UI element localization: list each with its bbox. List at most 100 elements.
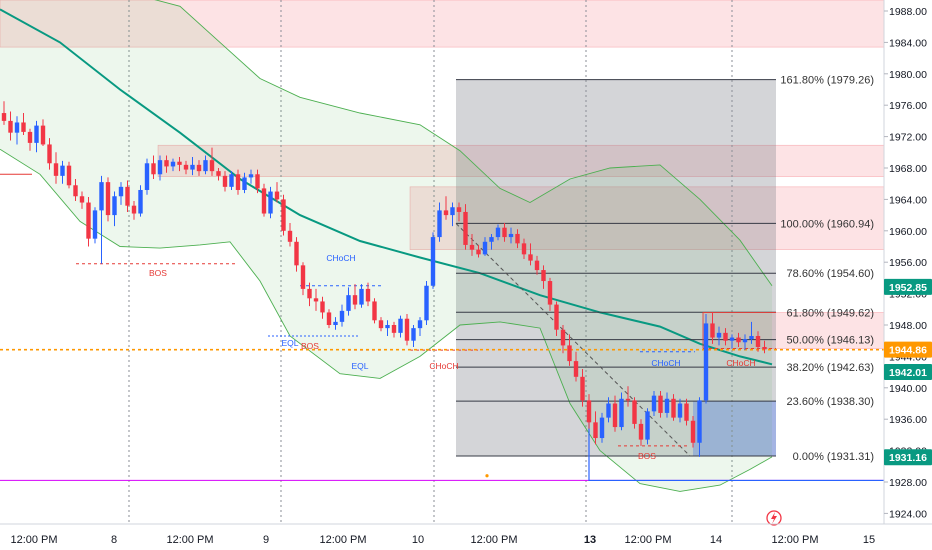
candle-body bbox=[359, 288, 364, 305]
price-tick-label: 1940.00 bbox=[889, 383, 927, 395]
candle-body bbox=[690, 420, 696, 443]
candle-body bbox=[73, 185, 78, 197]
candle-body bbox=[606, 403, 611, 418]
candle-body bbox=[27, 131, 33, 143]
candle-body bbox=[424, 285, 429, 321]
candle-body bbox=[66, 165, 72, 186]
candle-body bbox=[508, 233, 514, 238]
candle-body bbox=[463, 211, 468, 245]
price-tick-label: 1928.00 bbox=[889, 477, 927, 489]
candle-body bbox=[664, 398, 670, 413]
lightning-icon bbox=[771, 512, 777, 524]
candle-body bbox=[567, 345, 572, 362]
candle-body bbox=[346, 295, 351, 311]
candle-body bbox=[261, 188, 267, 214]
candle-body bbox=[560, 329, 566, 346]
time-tick-label: 12:00 PM bbox=[10, 534, 57, 546]
fib-level-label: 38.20% (1942.63) bbox=[787, 362, 874, 374]
candle-body bbox=[651, 395, 657, 412]
candle-body bbox=[287, 230, 293, 242]
candle-body bbox=[8, 120, 13, 133]
candle-body bbox=[528, 254, 533, 261]
candle-body bbox=[229, 174, 234, 187]
candle-body bbox=[586, 400, 592, 423]
candle-body bbox=[333, 321, 338, 325]
structure-label: CHoCH bbox=[651, 358, 680, 368]
candle-body bbox=[697, 400, 702, 443]
supply-zone bbox=[702, 312, 885, 349]
time-tick-label: 10 bbox=[412, 534, 424, 546]
fib-level-label: 0.00% (1931.31) bbox=[793, 451, 874, 463]
candle-body bbox=[125, 186, 130, 206]
candle-body bbox=[183, 164, 189, 170]
time-tick-label: 12:00 PM bbox=[319, 534, 366, 546]
candle-body bbox=[21, 122, 26, 132]
candle-body bbox=[645, 411, 650, 440]
time-tick-label: 15 bbox=[863, 534, 875, 546]
candle-body bbox=[92, 210, 98, 239]
candle-body bbox=[684, 403, 689, 421]
candle-body bbox=[365, 288, 371, 302]
band-upper-line bbox=[154, 0, 773, 287]
candle-body bbox=[164, 160, 169, 167]
candle-body bbox=[372, 301, 377, 321]
candle-body bbox=[118, 186, 124, 197]
candle-body bbox=[456, 207, 462, 212]
candle-body bbox=[326, 312, 332, 325]
candle-body bbox=[144, 163, 150, 190]
candle-body bbox=[710, 323, 715, 338]
price-tick-label: 1976.00 bbox=[889, 100, 927, 112]
candle-body bbox=[151, 163, 156, 175]
candle-body bbox=[14, 122, 20, 133]
candle-body bbox=[274, 191, 280, 200]
candle-body bbox=[573, 361, 579, 377]
candle-body bbox=[495, 227, 501, 238]
candle-body bbox=[307, 288, 312, 299]
fib-box bbox=[456, 79, 776, 457]
fib-level-label: 23.60% (1938.30) bbox=[787, 396, 874, 408]
candle-body bbox=[443, 210, 449, 216]
candle-body bbox=[742, 339, 748, 343]
candle-body bbox=[580, 376, 585, 401]
band-fill bbox=[0, 0, 772, 492]
candle-body bbox=[404, 318, 410, 341]
fib-level-label: 100.00% (1960.94) bbox=[780, 218, 874, 230]
candle-body bbox=[469, 244, 475, 250]
price-tick-label: 1972.00 bbox=[889, 132, 927, 144]
marker-dot bbox=[485, 474, 489, 478]
candle-body bbox=[1, 113, 7, 121]
candle-body bbox=[417, 320, 423, 329]
candle-body bbox=[385, 325, 390, 329]
structure-label: CHoCH bbox=[326, 253, 355, 263]
lightning-icon bbox=[766, 510, 782, 526]
time-tick-label: 8 bbox=[111, 534, 117, 546]
fib-level-label: 78.60% (1954.60) bbox=[787, 268, 874, 280]
candle-body bbox=[476, 249, 481, 255]
candle-body bbox=[248, 174, 254, 178]
supply-zone bbox=[409, 186, 885, 250]
candle-body bbox=[138, 189, 143, 214]
candle-body bbox=[437, 210, 442, 238]
price-tag-label: 1931.16 bbox=[889, 452, 927, 464]
candle-body bbox=[300, 265, 306, 289]
candle-body bbox=[411, 328, 416, 341]
price-tag bbox=[884, 341, 932, 358]
candle-body bbox=[40, 125, 46, 145]
candle-body bbox=[242, 177, 247, 190]
structure-label: CHoCH bbox=[429, 361, 458, 371]
price-tags-layer: 1952.85 1944.86 1942.01 1931.16 bbox=[884, 278, 932, 466]
structure-label: BOS bbox=[149, 268, 167, 278]
candle-body bbox=[502, 227, 507, 238]
candle-body bbox=[658, 395, 663, 413]
structure-label: EQL bbox=[351, 361, 368, 371]
candle-body bbox=[190, 164, 195, 170]
price-tag-label: 1944.86 bbox=[889, 345, 927, 357]
candle-body bbox=[320, 301, 325, 313]
candle-body bbox=[534, 260, 540, 271]
candle-body bbox=[268, 191, 273, 214]
candle-body bbox=[671, 398, 676, 418]
candle-body bbox=[177, 161, 182, 165]
ema-line bbox=[0, 8, 773, 366]
